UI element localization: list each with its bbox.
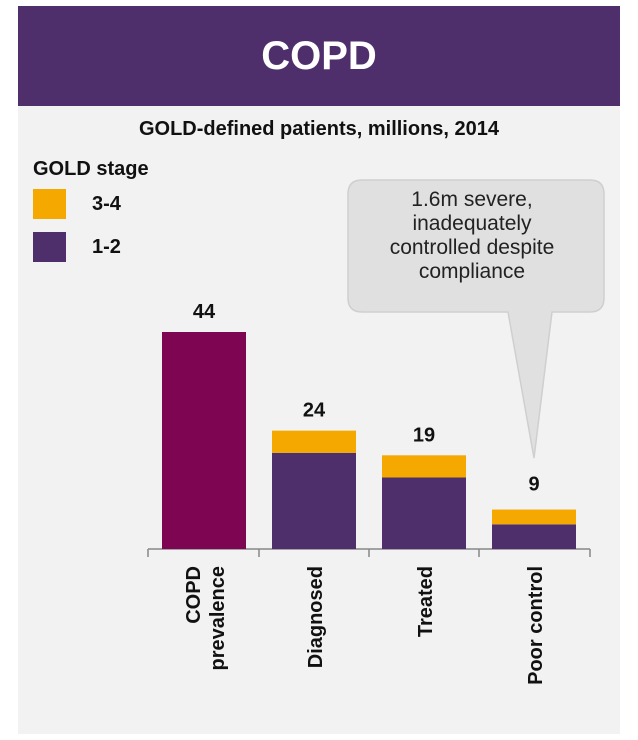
x-tick-label-line: Treated — [415, 566, 437, 637]
data-label: 44 — [193, 301, 216, 323]
data-label: 19 — [413, 424, 435, 446]
callout-text: 1.6m severe, inadequately controlled des… — [352, 188, 592, 284]
data-label: 9 — [528, 474, 539, 496]
legend-title: GOLD stage — [33, 158, 149, 180]
legend-item-1-2: 1-2 — [33, 232, 121, 262]
callout-line: inadequately — [412, 212, 532, 235]
bar-segment — [492, 524, 576, 549]
callout-bubble — [347, 179, 605, 459]
bar-segment — [272, 430, 356, 453]
bar-segment — [492, 509, 576, 525]
x-tick-label-line: prevalence — [207, 566, 229, 671]
header-banner: COPD — [18, 6, 620, 106]
bar-segment — [382, 477, 466, 549]
legend-swatch-3-4 — [33, 189, 66, 219]
x-tick-label: Treated — [415, 566, 437, 637]
callout-line: 1.6m severe, — [411, 188, 533, 211]
x-tick-label: Poor control — [525, 566, 547, 685]
legend-item-3-4: 3-4 — [33, 189, 121, 219]
bar-segment — [162, 332, 246, 549]
bar-segment — [382, 455, 466, 478]
legend-label-3-4: 3-4 — [92, 192, 121, 215]
bar-segment — [272, 452, 356, 549]
x-tick-label: COPD prevalence — [183, 566, 229, 671]
legend-swatch-1-2 — [33, 232, 66, 262]
x-tick-label-line: Diagnosed — [305, 566, 327, 668]
callout-line: controlled despite — [389, 236, 555, 259]
legend-label-1-2: 1-2 — [92, 235, 121, 258]
x-tick-label-line: Poor control — [525, 566, 547, 685]
page-title: COPD — [261, 33, 377, 78]
chart-title: GOLD-defined patients, millions, 2014 — [138, 118, 500, 140]
data-label: 24 — [303, 400, 326, 422]
x-tick-label: Diagnosed — [305, 566, 327, 668]
x-tick-label-line: COPD — [183, 566, 205, 624]
callout-line: compliance — [418, 260, 526, 283]
